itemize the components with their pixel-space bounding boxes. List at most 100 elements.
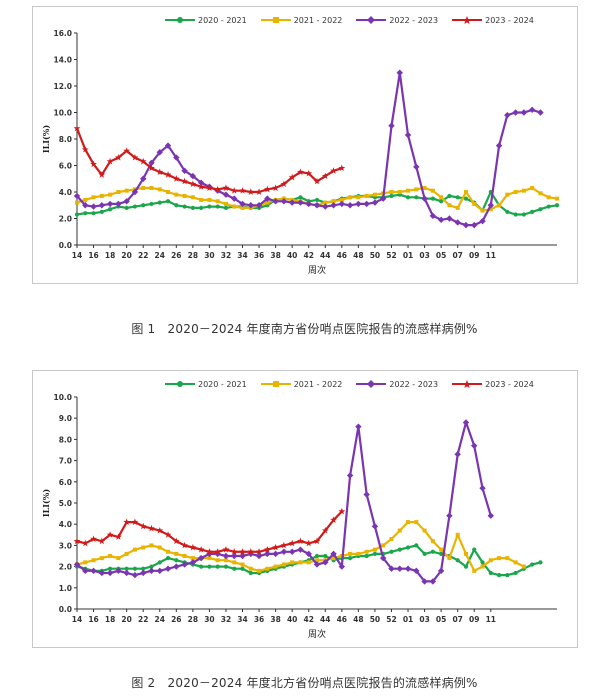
y-tick-label: 12.0 (53, 82, 72, 91)
data-point (73, 124, 81, 132)
data-point (504, 111, 511, 119)
data-point (406, 520, 411, 525)
data-point (397, 190, 402, 194)
data-point (315, 558, 319, 563)
data-point (98, 202, 106, 209)
data-point (338, 200, 346, 208)
data-point (207, 197, 212, 202)
data-point (321, 172, 329, 180)
data-point (131, 188, 139, 196)
data-point (488, 570, 493, 576)
data-point (538, 207, 543, 212)
data-point (239, 552, 246, 560)
data-point (123, 147, 131, 154)
figure-1-caption: 图 1 2020－2024 年度南方省份哨点医院报告的流感样病例% (131, 322, 478, 336)
data-point (141, 186, 146, 191)
data-point (520, 109, 528, 116)
data-point (338, 507, 346, 515)
data-point (123, 518, 131, 525)
data-point (480, 560, 485, 565)
data-point (239, 548, 246, 555)
data-point (132, 566, 138, 571)
data-point (247, 202, 254, 209)
y-tick-label: 2.0 (59, 563, 72, 572)
x-tick-label: 24 (155, 251, 165, 260)
data-point (199, 197, 204, 202)
data-point (447, 203, 452, 208)
data-point (182, 554, 187, 558)
legend-item-2021-2022: 2021 - 2022 (260, 380, 342, 389)
data-point (263, 546, 271, 553)
y-tick-label: 6.0 (59, 162, 72, 171)
x-tick-label: 50 (370, 251, 380, 260)
data-point (397, 528, 402, 533)
data-point (297, 199, 304, 206)
x-tick-label: 48 (353, 251, 363, 260)
data-point (405, 195, 411, 200)
data-point (512, 109, 519, 116)
data-point (123, 198, 130, 205)
legend-swatch (452, 16, 483, 24)
data-point (322, 203, 329, 210)
data-point (148, 567, 155, 575)
data-point (430, 188, 435, 193)
data-point (166, 549, 171, 554)
data-point (90, 160, 97, 168)
legend-swatch (356, 380, 387, 388)
data-point (405, 545, 411, 550)
data-point (124, 205, 129, 210)
data-point (106, 531, 114, 538)
data-point (281, 562, 286, 567)
data-point (240, 205, 245, 210)
data-point (141, 566, 146, 571)
data-point (173, 563, 180, 570)
x-tick-label: 36 (254, 251, 264, 260)
legend-label: 2022 - 2023 (389, 15, 439, 25)
data-point (321, 526, 329, 534)
data-point (546, 195, 551, 200)
data-point (272, 543, 280, 551)
data-point (114, 153, 122, 161)
data-point (222, 546, 230, 553)
data-point (108, 554, 113, 558)
data-point (331, 556, 336, 561)
x-tick-label: 40 (287, 615, 297, 624)
data-point (99, 193, 104, 198)
x-tick-label: 26 (171, 615, 181, 624)
data-point (323, 553, 328, 559)
legend-item-2022-2023: 2022 - 2023 (356, 380, 438, 389)
data-point (454, 451, 461, 458)
data-point (215, 564, 220, 569)
data-point (422, 551, 427, 556)
x-tick-label: 20 (121, 615, 131, 624)
data-point (106, 157, 114, 165)
data-point (148, 524, 155, 532)
data-point (546, 204, 551, 209)
data-point (207, 204, 212, 209)
y-tick-label: 8.0 (59, 435, 72, 444)
data-point (81, 146, 89, 153)
data-point (430, 539, 435, 544)
data-point (363, 491, 370, 498)
data-point (356, 195, 361, 200)
data-point (422, 186, 427, 191)
data-point (430, 196, 435, 201)
data-point (74, 212, 80, 217)
data-point (190, 556, 195, 561)
data-point (463, 196, 469, 201)
data-point (530, 562, 535, 567)
x-axis-label: 周次 (308, 264, 326, 276)
y-tick-label: 4.0 (59, 188, 72, 197)
data-point (447, 193, 452, 199)
x-tick-label: 40 (287, 251, 297, 260)
data-point (223, 564, 229, 569)
x-tick-label: 16 (88, 615, 98, 624)
data-point (174, 192, 179, 197)
data-point (537, 109, 544, 116)
data-point (455, 558, 460, 563)
x-tick-label: 11 (486, 615, 496, 624)
chart-1-frame: 2020 - 2021 2021 - 2022 2022 - 2023 2023… (32, 6, 578, 284)
x-tick-label: 44 (320, 615, 330, 624)
data-point (472, 201, 477, 206)
data-point (116, 190, 121, 194)
